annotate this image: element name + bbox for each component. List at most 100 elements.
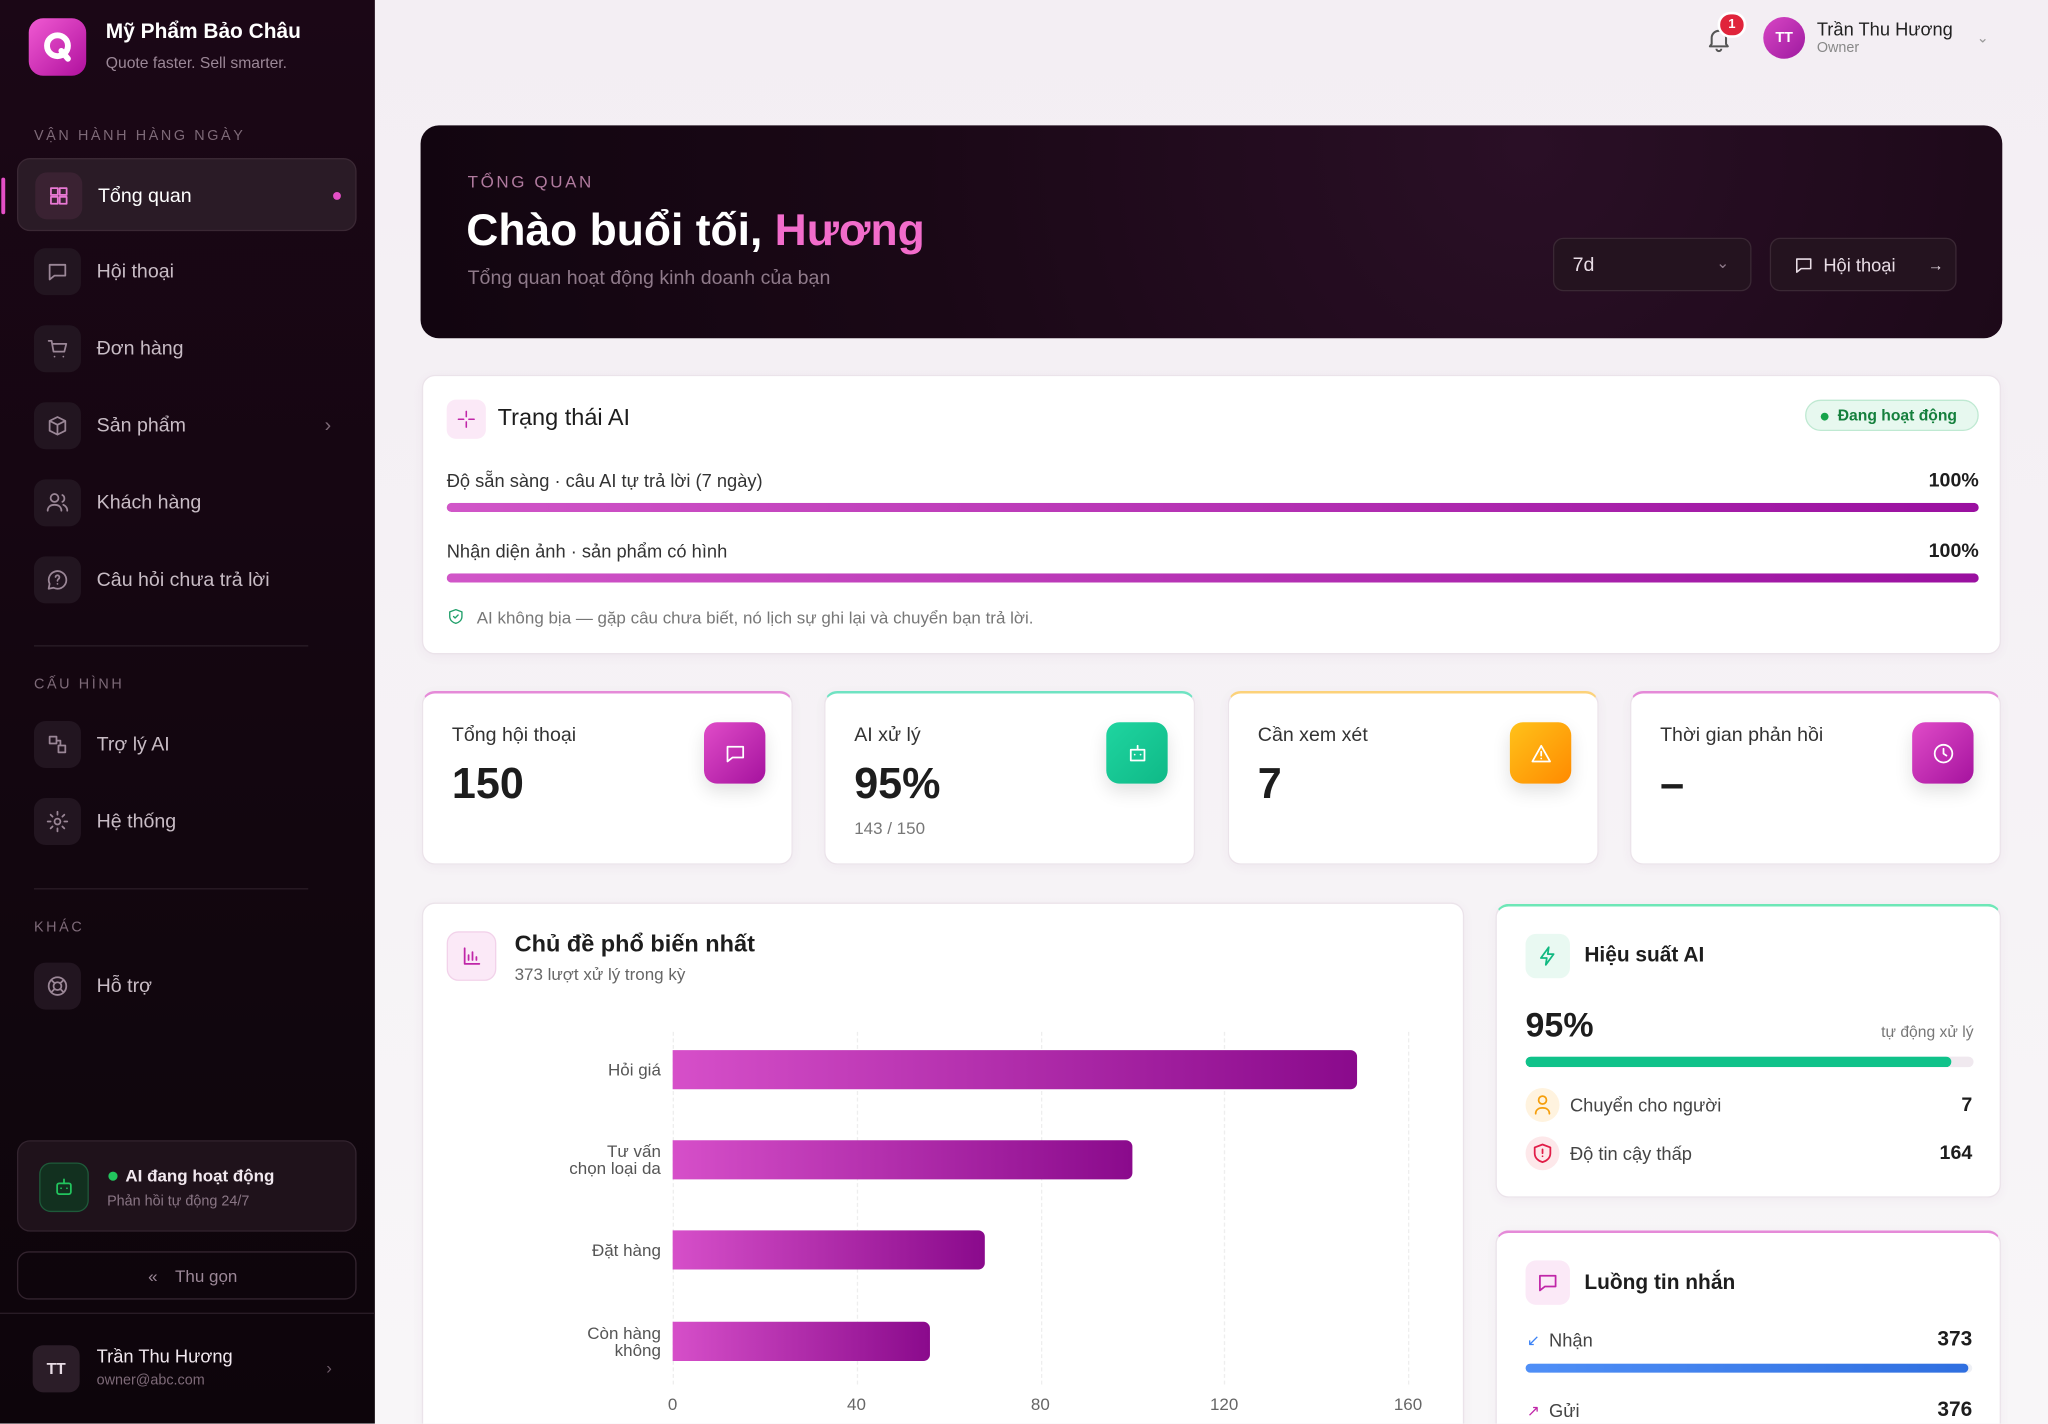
ai-status-card: AI đang hoạt động Phản hồi tự động 24/7 xyxy=(16,1140,357,1232)
row-value: 373 xyxy=(1937,1328,1973,1351)
icon xyxy=(1933,743,1953,763)
kpi-label: Thời gian phản hồi xyxy=(1660,724,1824,747)
chevron: › xyxy=(324,414,332,437)
icon xyxy=(48,735,67,754)
icon xyxy=(46,493,69,512)
sparkle-icon xyxy=(446,399,486,439)
nav-label: Trợ lý AI xyxy=(96,733,170,756)
collapse-icon: « xyxy=(148,1266,158,1286)
panel-title: Trạng thái AI xyxy=(497,404,631,431)
divider xyxy=(0,1312,375,1314)
row-icon xyxy=(1525,1087,1560,1122)
hero-subtitle: Tổng quan hoạt động kinh doanh của bạn xyxy=(467,267,831,290)
hero-banner: TỔNG QUAN Chào buổi tối, Hương Tổng quan… xyxy=(420,125,2003,339)
kpi-icon xyxy=(1509,722,1572,784)
nav-label: Câu hỏi chưa trả lời xyxy=(96,568,270,592)
period-select[interactable]: 7d ⌄ xyxy=(1552,237,1752,292)
nav-item[interactable]: Trợ lý AI xyxy=(17,708,357,781)
active-badge: Đang hoạt động xyxy=(1805,399,1979,432)
period-value: 7d xyxy=(1572,254,1595,277)
performance-note: tự động xử lý xyxy=(1881,1022,1974,1041)
icon xyxy=(1129,744,1145,761)
chart-icon xyxy=(446,931,497,981)
select-chevron: ⌄ xyxy=(1716,253,1730,272)
nav-item[interactable]: Tổng quan xyxy=(1,158,357,232)
performance-value: 95% xyxy=(1525,1005,1594,1045)
nav-item[interactable]: Câu hỏi chưa trả lời xyxy=(17,543,357,616)
kpi-sub: 143 / 150 xyxy=(854,818,926,838)
kpi-card: Cần xem xét 7 xyxy=(1227,690,1599,865)
chat-icon xyxy=(1796,258,1812,273)
top-user-role: Owner xyxy=(1816,40,1860,57)
kpi-label: AI xử lý xyxy=(854,724,921,747)
nav-icon xyxy=(33,962,81,1010)
icon xyxy=(1533,1143,1552,1164)
row-label: Chuyển cho người xyxy=(1569,1094,1722,1116)
kpi-value: – xyxy=(1660,758,1685,808)
nav-icon xyxy=(35,172,83,220)
conversations-button[interactable]: Hội thoại → xyxy=(1769,237,1957,292)
nav-icon xyxy=(33,248,81,296)
notification-count: 1 xyxy=(1728,17,1736,32)
message-icon xyxy=(1525,1260,1570,1305)
kpi-value: 95% xyxy=(854,758,941,808)
badge-dot xyxy=(1820,412,1829,421)
nav-item[interactable]: Hệ thống xyxy=(17,785,357,858)
nav-label: Sản phẩm xyxy=(96,414,186,437)
nav-label: Khách hàng xyxy=(96,491,202,514)
nav-item[interactable]: Hỗ trợ xyxy=(17,950,357,1023)
icon xyxy=(47,976,68,996)
brand-logo xyxy=(28,18,87,76)
nav-item[interactable]: Sản phẩm › xyxy=(17,389,357,462)
sidebar: Mỹ Phẩm Bảo Châu Quote faster. Sell smar… xyxy=(0,0,375,1424)
performance-panel: Hiệu suất AI 95% tự động xử lý xyxy=(1495,903,2001,1198)
metric-bar xyxy=(446,573,1979,583)
performance-bar xyxy=(1525,1056,1952,1068)
logo-glyph xyxy=(44,32,71,62)
hero-eyebrow: TỔNG QUAN xyxy=(467,171,594,192)
nav-item[interactable]: Đơn hàng xyxy=(17,312,357,385)
section-title: KHÁC xyxy=(33,919,85,936)
nav-item[interactable]: Khách hàng xyxy=(17,466,357,539)
avatar-initials: TT xyxy=(46,1359,66,1378)
metric-track xyxy=(446,502,1979,512)
collapse-button[interactable]: « Thu gọn xyxy=(16,1251,357,1300)
icon xyxy=(1534,1095,1551,1115)
nav-label: Đơn hàng xyxy=(96,337,184,360)
user-avatar[interactable]: TT xyxy=(32,1345,80,1393)
nav-icon xyxy=(33,479,81,527)
kpi-label: Tổng hội thoại xyxy=(451,724,577,747)
kpi-icon xyxy=(1912,722,1974,784)
ai-note: AI không bịa — gặp câu chưa biết, nó lịc… xyxy=(476,607,1034,628)
icon xyxy=(48,263,67,281)
nav-label: Tổng quan xyxy=(97,184,192,208)
kpi-icon xyxy=(703,722,766,784)
kpi-value: 7 xyxy=(1257,758,1282,808)
metric-bar xyxy=(446,502,1979,512)
user-name: Trần Thu Hương xyxy=(96,1345,233,1367)
user-email: owner@abc.com xyxy=(96,1372,205,1389)
top-avatar[interactable]: TT xyxy=(1763,16,1806,59)
nav-icon xyxy=(33,720,81,768)
kpi-value: 150 xyxy=(451,758,524,808)
icon xyxy=(46,810,69,833)
icon xyxy=(1530,744,1551,762)
avatar-initials: TT xyxy=(1775,30,1793,46)
nav-item[interactable]: Hội thoại xyxy=(17,235,357,308)
metric-track xyxy=(446,573,1979,583)
chevron: › xyxy=(326,1357,332,1378)
row-label: Độ tin cậy thấp xyxy=(1569,1142,1692,1164)
top-user-name: Trần Thu Hương xyxy=(1816,18,1953,40)
active-dot xyxy=(333,191,341,200)
row-arrow: ↗ xyxy=(1526,1401,1540,1420)
icon xyxy=(48,416,67,436)
section-title: CẤU HÌNH xyxy=(33,676,125,693)
divider xyxy=(33,645,309,647)
brand-tagline: Quote faster. Sell smarter. xyxy=(105,53,287,72)
dropdown-chevron: ⌄ xyxy=(1976,30,1989,47)
messages-title: Luồng tin nhắn xyxy=(1584,1272,1736,1295)
active-indicator xyxy=(1,177,6,215)
divider xyxy=(33,888,309,890)
